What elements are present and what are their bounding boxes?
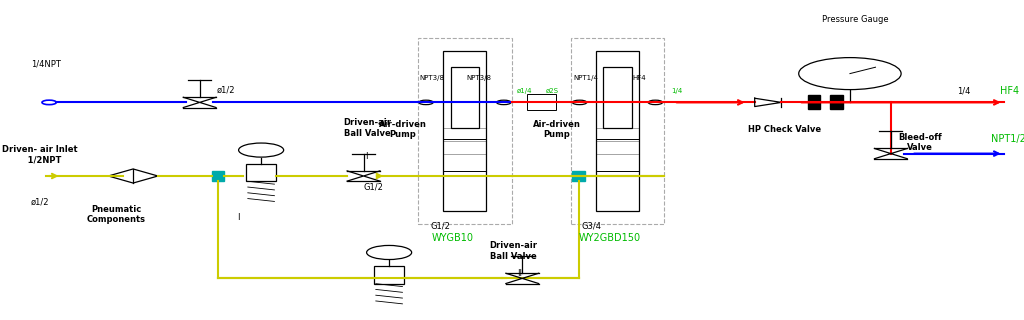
Text: 1/4NPT: 1/4NPT xyxy=(31,60,60,68)
Text: HF4: HF4 xyxy=(1000,86,1020,96)
Text: Pneumatic
Components: Pneumatic Components xyxy=(87,205,146,224)
Text: I: I xyxy=(366,152,368,161)
Text: ø1/2: ø1/2 xyxy=(217,85,236,94)
Text: HF4: HF4 xyxy=(633,76,646,81)
Text: G1/2: G1/2 xyxy=(430,221,450,230)
Text: HP Check Valve: HP Check Valve xyxy=(748,125,820,134)
Text: I: I xyxy=(238,213,240,222)
Bar xyxy=(418,38,512,224)
Text: WYGB10: WYGB10 xyxy=(432,233,474,244)
Text: Bleed-off
Valve: Bleed-off Valve xyxy=(898,133,942,152)
Bar xyxy=(572,171,585,181)
Bar xyxy=(451,67,479,128)
Text: G1/2: G1/2 xyxy=(364,183,383,192)
Text: Driven-air
Ball Valve: Driven-air Ball Valve xyxy=(489,242,538,261)
Text: 1/4: 1/4 xyxy=(957,87,971,96)
Text: Air-driven
Pump: Air-driven Pump xyxy=(532,120,581,139)
Text: ø1/4: ø1/4 xyxy=(517,88,532,94)
Text: NPT1/4: NPT1/4 xyxy=(573,76,598,81)
Text: 1/4: 1/4 xyxy=(671,88,682,94)
Bar xyxy=(830,95,843,109)
Bar xyxy=(212,171,224,181)
Text: II: II xyxy=(517,269,522,278)
Text: ø1/2: ø1/2 xyxy=(31,197,49,206)
Bar xyxy=(527,94,556,110)
Text: Driven- air Inlet
   1/2NPT: Driven- air Inlet 1/2NPT xyxy=(2,146,78,165)
Text: NPT1/2: NPT1/2 xyxy=(991,134,1024,144)
Bar xyxy=(571,38,664,224)
Bar xyxy=(596,51,639,211)
Text: Pressure Gauge: Pressure Gauge xyxy=(822,15,889,24)
Text: Air-driven
Pump: Air-driven Pump xyxy=(379,120,427,139)
Bar xyxy=(374,266,404,284)
Text: ø2S: ø2S xyxy=(546,88,559,94)
Bar xyxy=(246,164,276,181)
Text: G3/4: G3/4 xyxy=(582,221,602,230)
Text: NPT3/8: NPT3/8 xyxy=(420,76,444,81)
Text: WY2GBD150: WY2GBD150 xyxy=(579,233,641,244)
Bar xyxy=(443,51,486,211)
Text: NPT3/8: NPT3/8 xyxy=(466,76,490,81)
Bar xyxy=(603,67,632,128)
Bar xyxy=(808,95,820,109)
Text: Driven-air
Ball Valve: Driven-air Ball Valve xyxy=(343,118,391,138)
